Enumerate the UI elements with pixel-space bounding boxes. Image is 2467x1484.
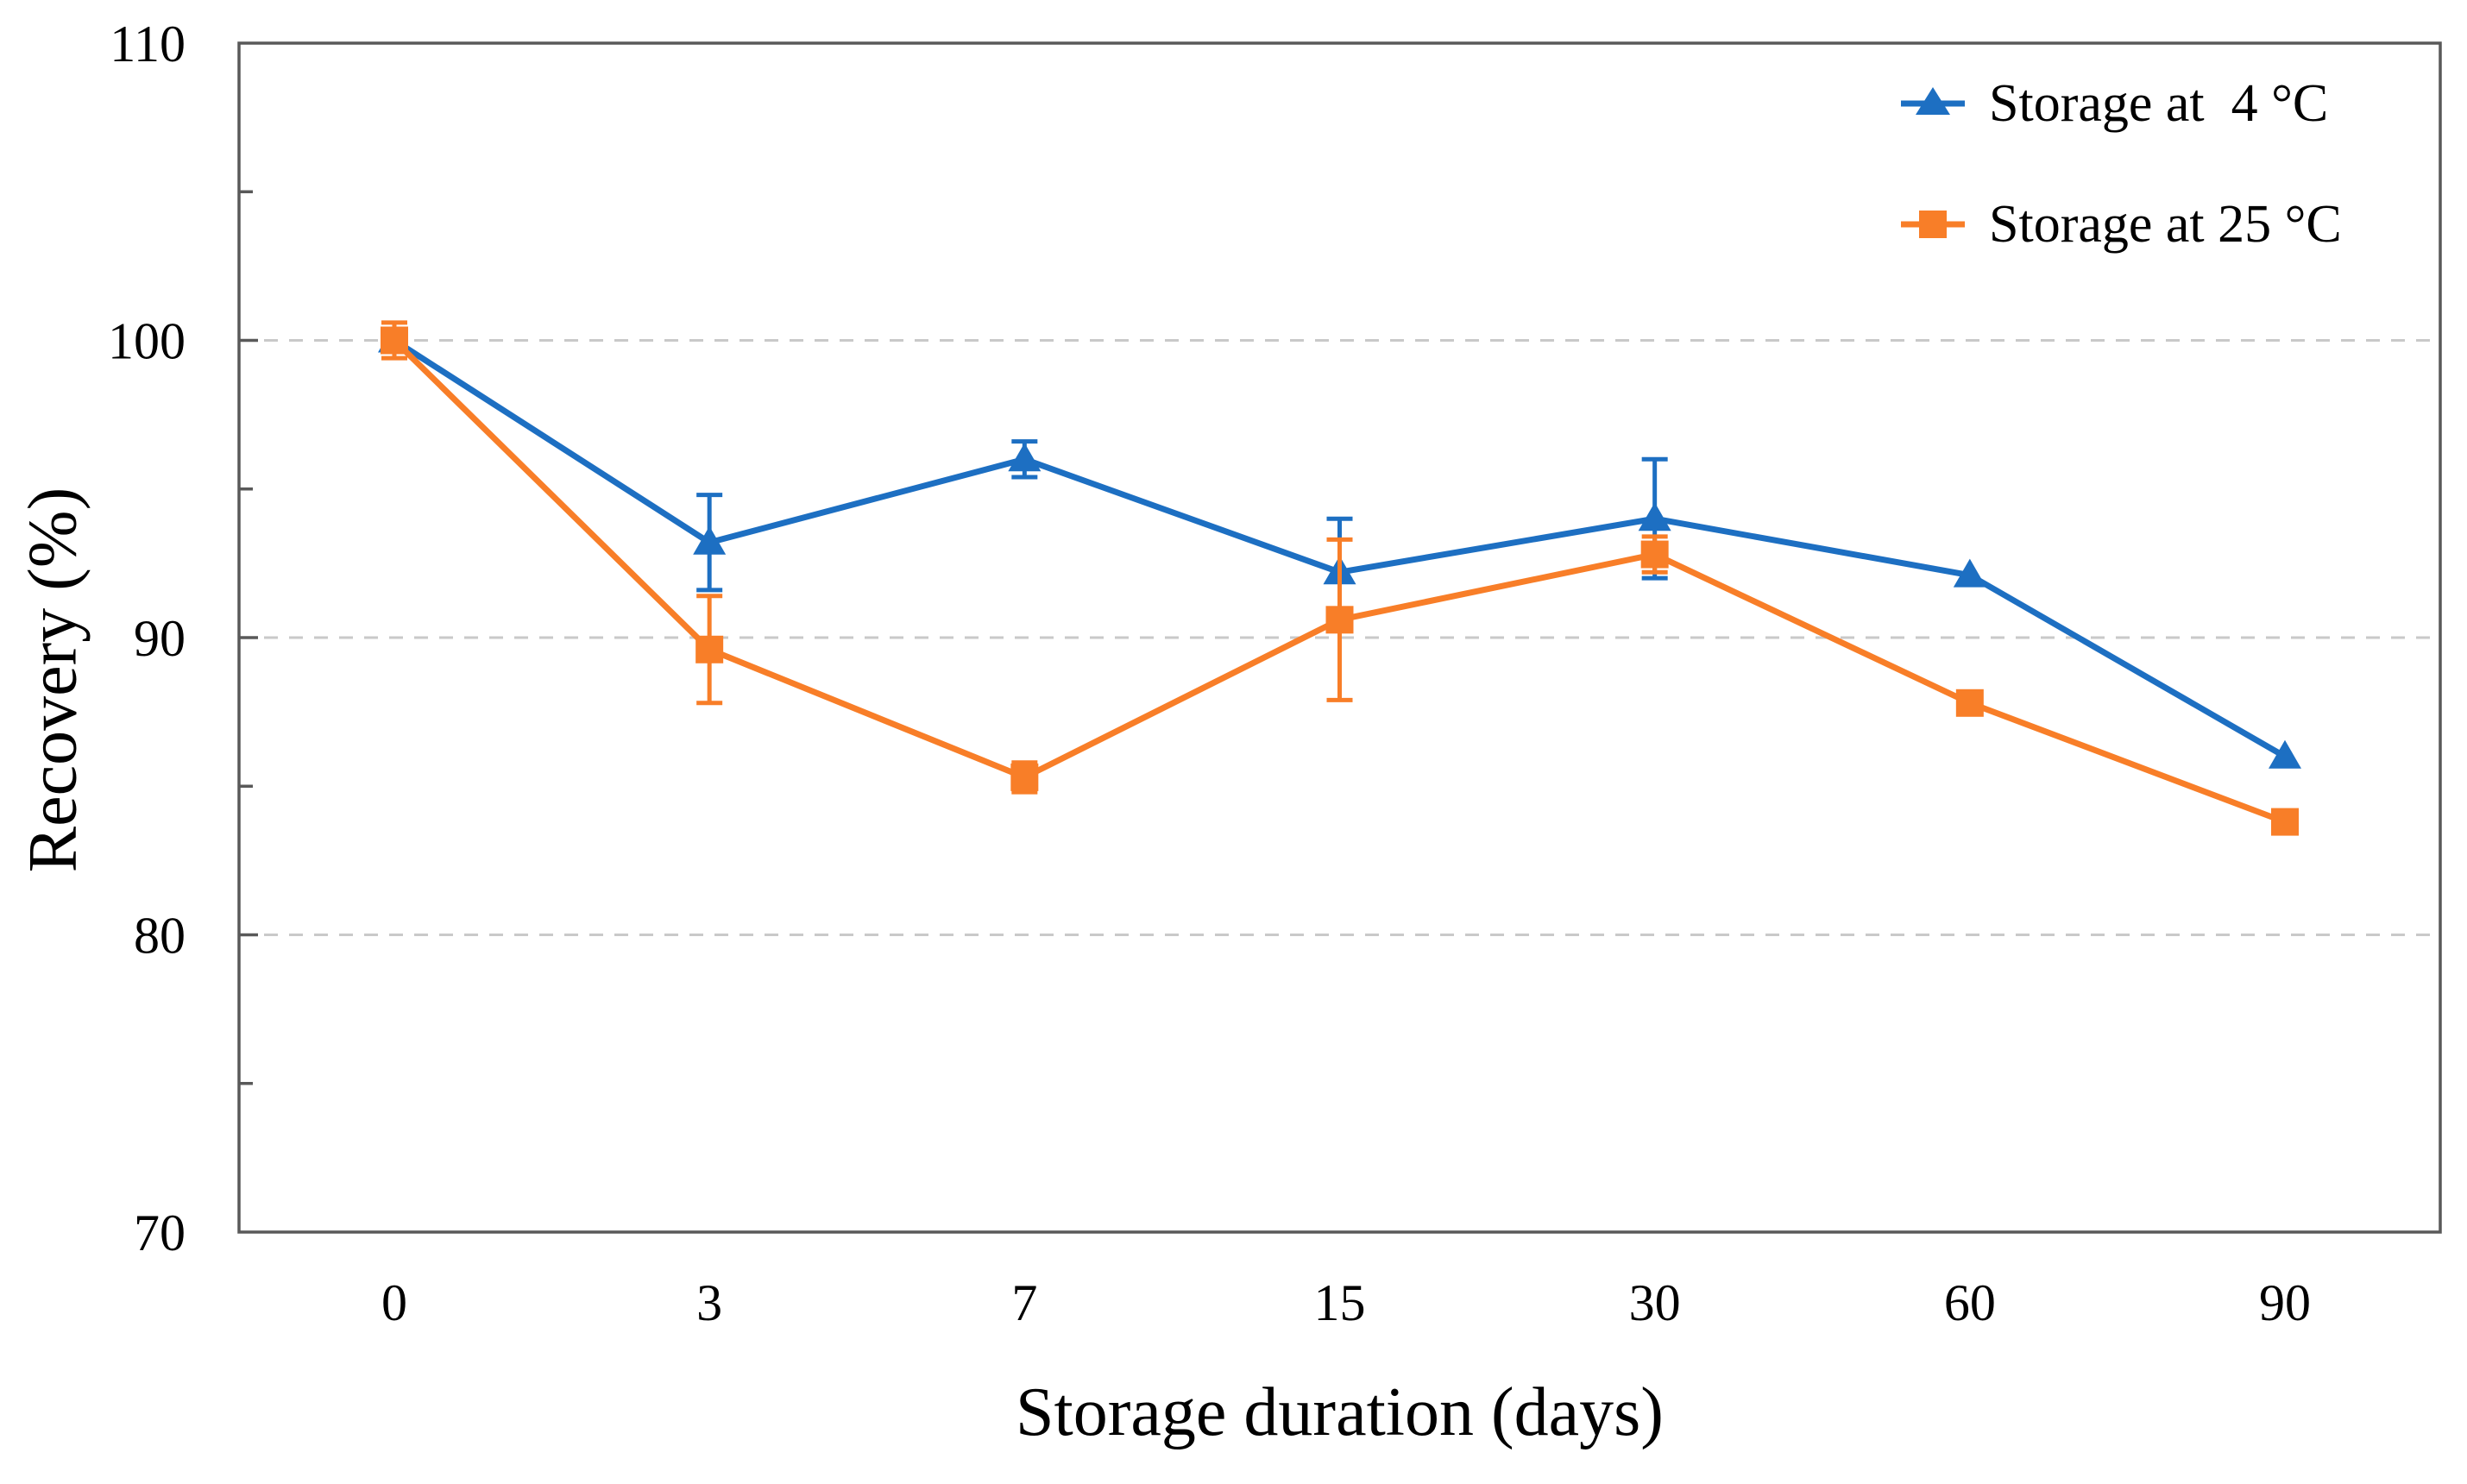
- data-point-marker-triangle: [693, 525, 727, 555]
- data-point-marker-square: [1640, 540, 1669, 569]
- data-point-marker-triangle: [1953, 558, 1986, 588]
- data-point-marker-triangle: [1008, 443, 1042, 472]
- y-tick-label: 80: [134, 908, 186, 965]
- triangle-marker-icon: [1901, 87, 1965, 115]
- y-tick-label: 70: [134, 1204, 186, 1261]
- y-tick-label: 90: [134, 610, 186, 667]
- x-axis-title: Storage duration (days): [1016, 1374, 1664, 1450]
- data-point-marker-square: [1325, 606, 1354, 634]
- x-tick-label: 3: [696, 1274, 722, 1331]
- x-tick-label: 60: [1944, 1274, 1996, 1331]
- x-tick-label: 90: [2259, 1274, 2311, 1331]
- y-axis-title: Recovery (%): [15, 487, 91, 873]
- legend-label-storage-25c: Storage at 25 °C: [1989, 195, 2342, 254]
- data-point-marker-triangle: [1638, 502, 1671, 531]
- data-point-marker-square: [1010, 763, 1039, 791]
- y-tick-label: 100: [108, 313, 186, 370]
- data-point-marker-square: [1955, 689, 1984, 717]
- x-tick-label: 15: [1314, 1274, 1366, 1331]
- x-tick-label: 30: [1629, 1274, 1681, 1331]
- data-point-marker-triangle: [2269, 739, 2301, 769]
- data-point-marker-square: [695, 635, 724, 663]
- legend-item-storage-25c: Storage at 25 °C: [1894, 188, 2342, 261]
- data-point-marker-square: [2271, 808, 2299, 836]
- legend-label-storage-4c: Storage at 4 °C: [1989, 74, 2329, 133]
- data-point-marker-square: [381, 326, 408, 355]
- legend: Storage at 4 °C Storage at 25 °C: [1894, 67, 2342, 261]
- legend-item-storage-4c: Storage at 4 °C: [1894, 67, 2342, 140]
- square-marker-icon: [1901, 211, 1965, 238]
- x-tick-label: 7: [1011, 1274, 1037, 1331]
- x-tick-label: 0: [381, 1274, 407, 1331]
- y-tick-label: 110: [110, 16, 186, 72]
